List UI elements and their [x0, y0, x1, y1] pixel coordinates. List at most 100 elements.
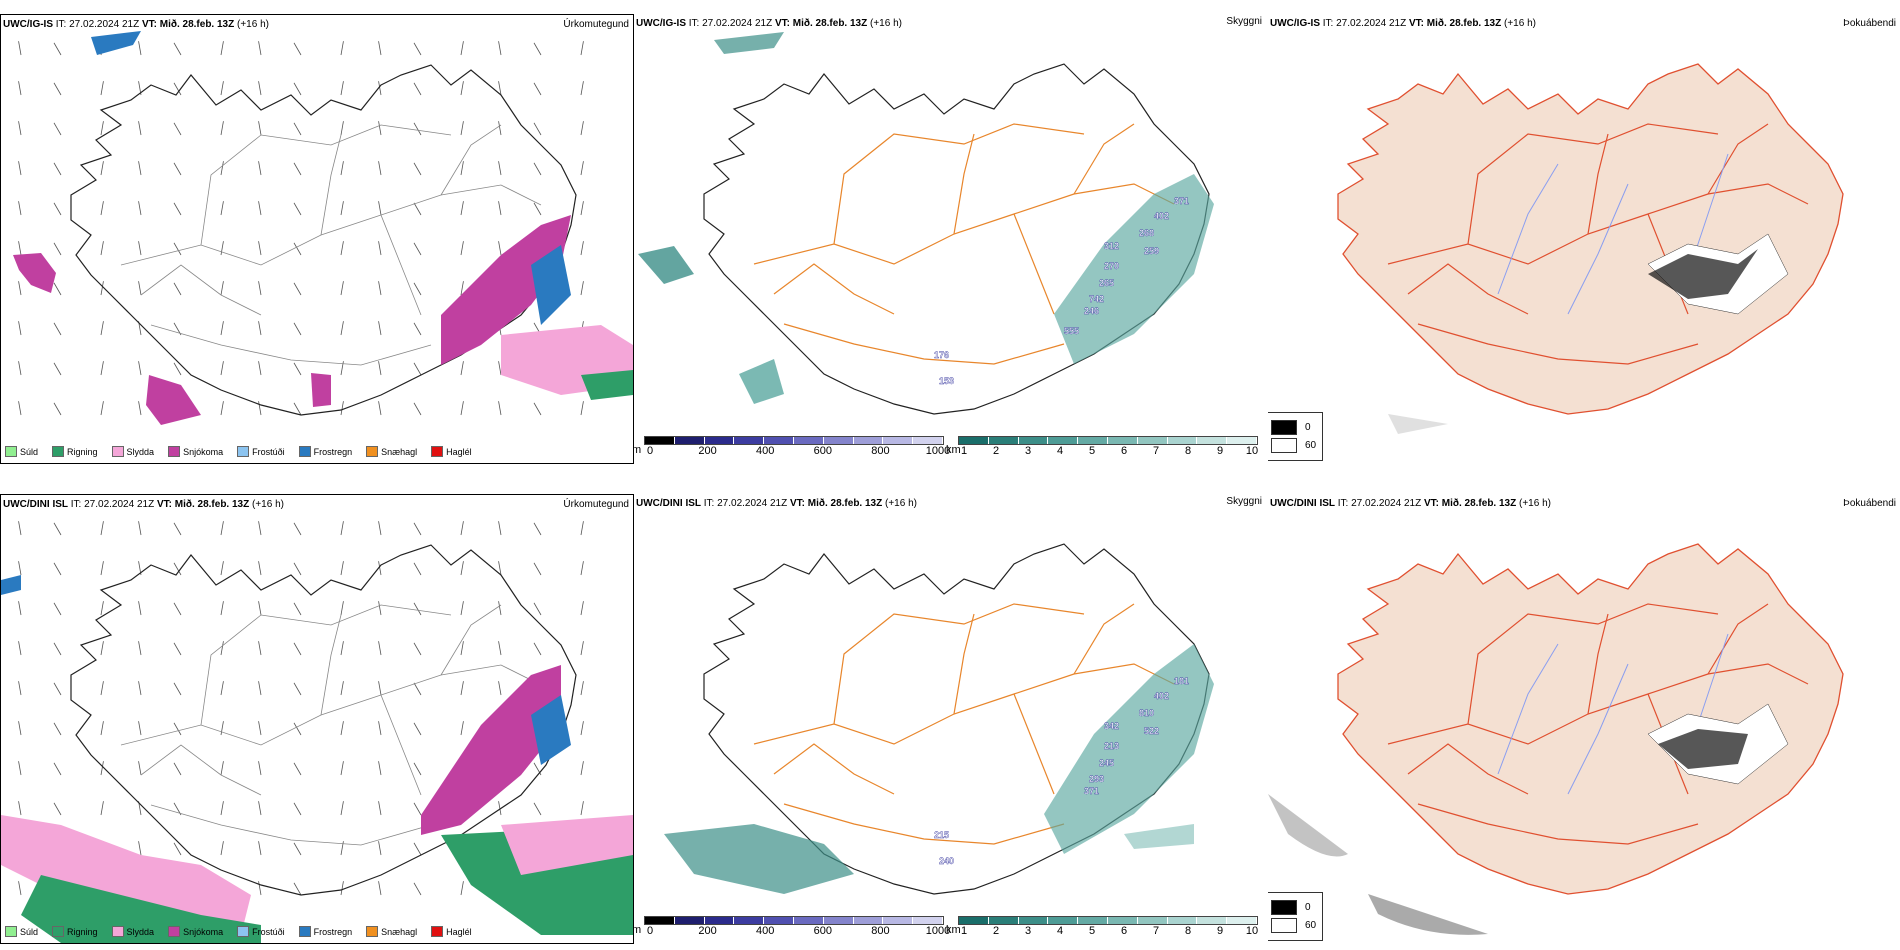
- wind-barb: [220, 761, 224, 776]
- wind-barb: [18, 761, 22, 776]
- sleet-area-se: [501, 815, 633, 875]
- colorbar-cell: [1167, 917, 1198, 924]
- wind-barb: [220, 401, 224, 416]
- colorbar-tick: 800: [871, 925, 890, 937]
- wind-barb: [173, 42, 182, 56]
- wind-barb: [258, 81, 262, 96]
- wind-barb: [220, 521, 224, 536]
- road-line: [440, 604, 502, 676]
- legend-item: Frostregn: [298, 446, 361, 457]
- panel-title: Úrkomutegund: [563, 499, 629, 510]
- legend-swatch: [5, 926, 17, 937]
- duct-legend-row: 60: [1271, 438, 1316, 453]
- wind-barb: [293, 562, 302, 576]
- river-line: [1567, 183, 1629, 315]
- road-line: [1467, 123, 1719, 245]
- wind-barb: [340, 201, 344, 216]
- wind-barb: [53, 242, 62, 256]
- legend-item: Slydda: [111, 446, 163, 457]
- wind-barb: [220, 841, 224, 856]
- wind-barb: [378, 761, 382, 776]
- wind-barb: [340, 401, 344, 416]
- freezing-rain-east: [531, 245, 571, 325]
- legend-swatch: [111, 446, 124, 457]
- iceland-land: [1337, 63, 1844, 415]
- low-cloud-south: [739, 359, 784, 404]
- wind-barb: [258, 881, 262, 896]
- wind-barb: [340, 321, 344, 336]
- colorbar-cell: [913, 437, 943, 444]
- wind-barb: [18, 41, 22, 56]
- wind-barb: [533, 522, 542, 536]
- duct-legend-swatch: [1271, 918, 1297, 933]
- road-network: [120, 604, 542, 846]
- wind-barb: [173, 242, 182, 256]
- wind-barb: [173, 642, 182, 656]
- fog-index-dark: [1658, 729, 1748, 769]
- legend-swatch: [237, 926, 250, 937]
- duct-legend-swatch: [1271, 420, 1297, 435]
- road-line: [1013, 213, 1055, 315]
- legend-label: Rigning: [67, 926, 98, 937]
- legend-label: Slydda: [126, 446, 155, 457]
- wind-barb: [18, 521, 22, 536]
- colorbar-cell: [1227, 917, 1257, 924]
- wind-barb: [258, 281, 262, 296]
- wind-barb: [413, 282, 422, 296]
- road-line: [753, 183, 1175, 265]
- colorbar-tick: 600: [813, 445, 832, 457]
- colorbar-tick: 0: [646, 925, 654, 937]
- freezing-rain-east: [531, 695, 571, 765]
- legend-label: Haglél: [446, 446, 472, 457]
- road-line: [120, 664, 542, 746]
- wind-barb: [100, 801, 104, 816]
- wind-barb: [580, 401, 584, 416]
- wind-barb: [378, 201, 382, 216]
- wind-barb: [340, 721, 344, 736]
- wind-barb: [378, 121, 382, 136]
- wind-barb: [220, 281, 224, 296]
- wind-barb: [100, 401, 104, 416]
- colorbar-ticks: 0 200 400 600 800 1000: [644, 925, 950, 937]
- colorbar-cell: [883, 437, 914, 444]
- wind-barb: [18, 641, 22, 656]
- legend-item: Slydda: [111, 926, 163, 937]
- colorbar-cell: [1197, 437, 1228, 444]
- low-cloud-south: [664, 824, 854, 894]
- colorbar-cell: [704, 917, 735, 924]
- legend-swatch: [366, 446, 379, 457]
- colorbar-unit: km: [946, 924, 961, 936]
- colorbar-tick: 1: [960, 445, 968, 457]
- road-line: [1417, 323, 1699, 365]
- road-line: [380, 694, 422, 796]
- wind-barb: [220, 561, 224, 576]
- wind-barb: [258, 601, 262, 616]
- colorbar-cell: [823, 437, 854, 444]
- wind-barb: [340, 561, 344, 576]
- wind-barb: [18, 161, 22, 176]
- colorbar-tick: 8: [1184, 925, 1192, 937]
- road-line: [1587, 613, 1609, 715]
- wind-barb: [378, 401, 382, 416]
- wind-barb: [460, 641, 464, 656]
- wind-barb: [173, 602, 182, 616]
- colorbar-tick: 4: [1056, 925, 1064, 937]
- wind-barb: [53, 762, 62, 776]
- wind-barb: [53, 642, 62, 656]
- wind-barb: [580, 241, 584, 256]
- wind-barb: [18, 321, 22, 336]
- low-cloud-north: [714, 32, 784, 54]
- colorbar-tick: 3: [1024, 925, 1032, 937]
- legend-item: Frostúði: [237, 446, 293, 457]
- colorbar-tick: 9: [1216, 925, 1224, 937]
- legend-swatch: [298, 926, 311, 937]
- wind-barb: [378, 681, 382, 696]
- wind-barb: [220, 161, 224, 176]
- road-network: [753, 603, 1175, 845]
- river-line: [1497, 163, 1559, 295]
- legend-label: Rigning: [67, 446, 98, 457]
- wind-barb: [100, 721, 104, 736]
- legend-swatch: [168, 446, 181, 457]
- wind-barb: [220, 41, 224, 56]
- iceland-land: [1337, 543, 1844, 895]
